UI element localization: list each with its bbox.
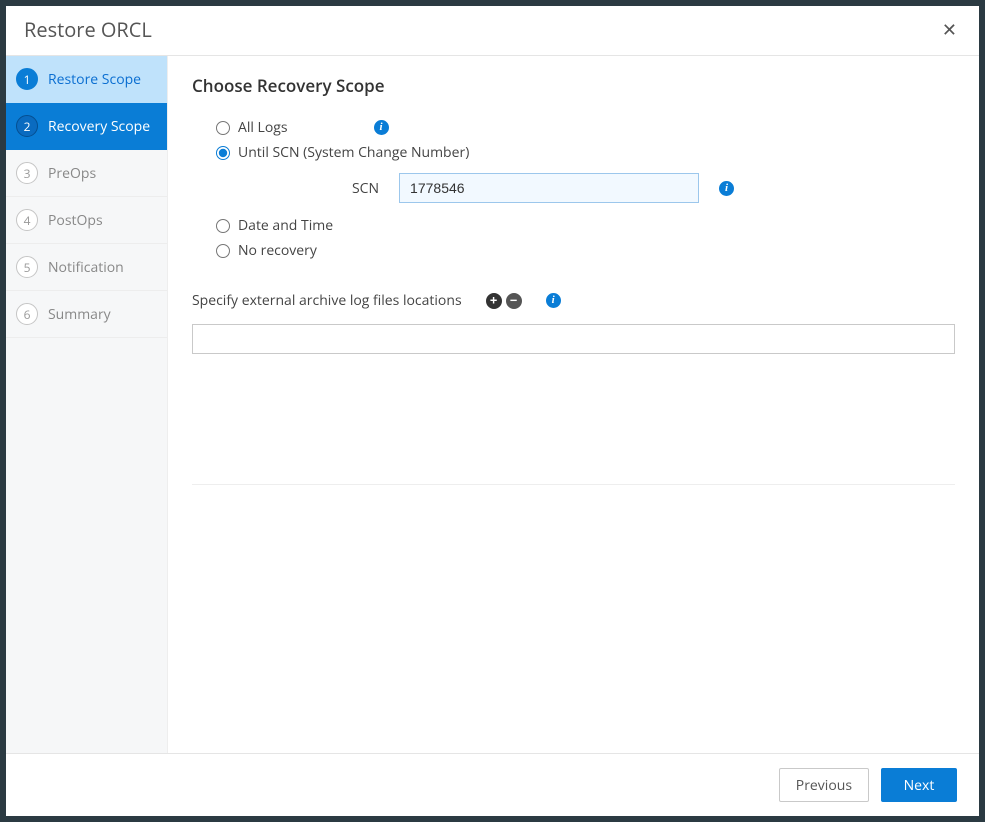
remove-location-icon[interactable]: − [506,293,522,309]
archive-location-input[interactable] [192,324,955,354]
scn-label: SCN [352,179,379,198]
wizard-sidebar: 1 Restore Scope 2 Recovery Scope 3 PreOp… [6,56,168,753]
step-number: 4 [16,209,38,231]
step-restore-scope[interactable]: 1 Restore Scope [6,56,167,103]
step-summary[interactable]: 6 Summary [6,291,167,338]
step-label: PostOps [48,211,103,230]
option-label: No recovery [238,241,317,260]
step-preops[interactable]: 3 PreOps [6,150,167,197]
step-number: 6 [16,303,38,325]
content-panel: Choose Recovery Scope All Logs i Until S… [168,56,979,753]
radio-until-scn[interactable] [216,146,230,160]
step-label: Summary [48,305,111,324]
add-location-icon[interactable]: + [486,293,502,309]
dialog-footer: Previous Next [6,753,979,816]
step-number: 1 [16,68,38,90]
content-divider [192,484,955,485]
step-label: Recovery Scope [48,117,150,136]
option-all-logs[interactable]: All Logs i [192,115,955,140]
step-number: 5 [16,256,38,278]
next-button[interactable]: Next [881,768,957,802]
restore-dialog: Restore ORCL ✕ 1 Restore Scope 2 Recover… [6,6,979,816]
option-no-recovery[interactable]: No recovery [192,238,955,263]
radio-date-time[interactable] [216,219,230,233]
step-number: 3 [16,162,38,184]
close-icon[interactable]: ✕ [938,21,961,39]
step-notification[interactable]: 5 Notification [6,244,167,291]
step-label: PreOps [48,164,96,183]
step-recovery-scope[interactable]: 2 Recovery Scope [6,103,167,150]
step-label: Notification [48,258,124,277]
info-icon[interactable]: i [719,181,734,196]
step-postops[interactable]: 4 PostOps [6,197,167,244]
info-icon[interactable]: i [374,120,389,135]
dialog-title: Restore ORCL [24,16,152,43]
scn-input[interactable] [399,173,699,203]
dialog-header: Restore ORCL ✕ [6,6,979,56]
option-date-time[interactable]: Date and Time [192,213,955,238]
option-until-scn[interactable]: Until SCN (System Change Number) [192,140,955,165]
option-label: Date and Time [238,216,333,235]
radio-all-logs[interactable] [216,121,230,135]
option-label: All Logs [238,118,288,137]
step-label: Restore Scope [48,70,141,89]
step-number: 2 [16,115,38,137]
content-heading: Choose Recovery Scope [192,74,955,97]
option-label: Until SCN (System Change Number) [238,143,469,162]
info-icon[interactable]: i [546,293,561,308]
scn-row: SCN i [352,173,955,203]
dialog-body: 1 Restore Scope 2 Recovery Scope 3 PreOp… [6,56,979,753]
previous-button[interactable]: Previous [779,768,869,802]
radio-no-recovery[interactable] [216,244,230,258]
archive-section: Specify external archive log files locat… [192,291,955,310]
add-remove-group: + − [486,293,522,309]
archive-label: Specify external archive log files locat… [192,291,462,310]
